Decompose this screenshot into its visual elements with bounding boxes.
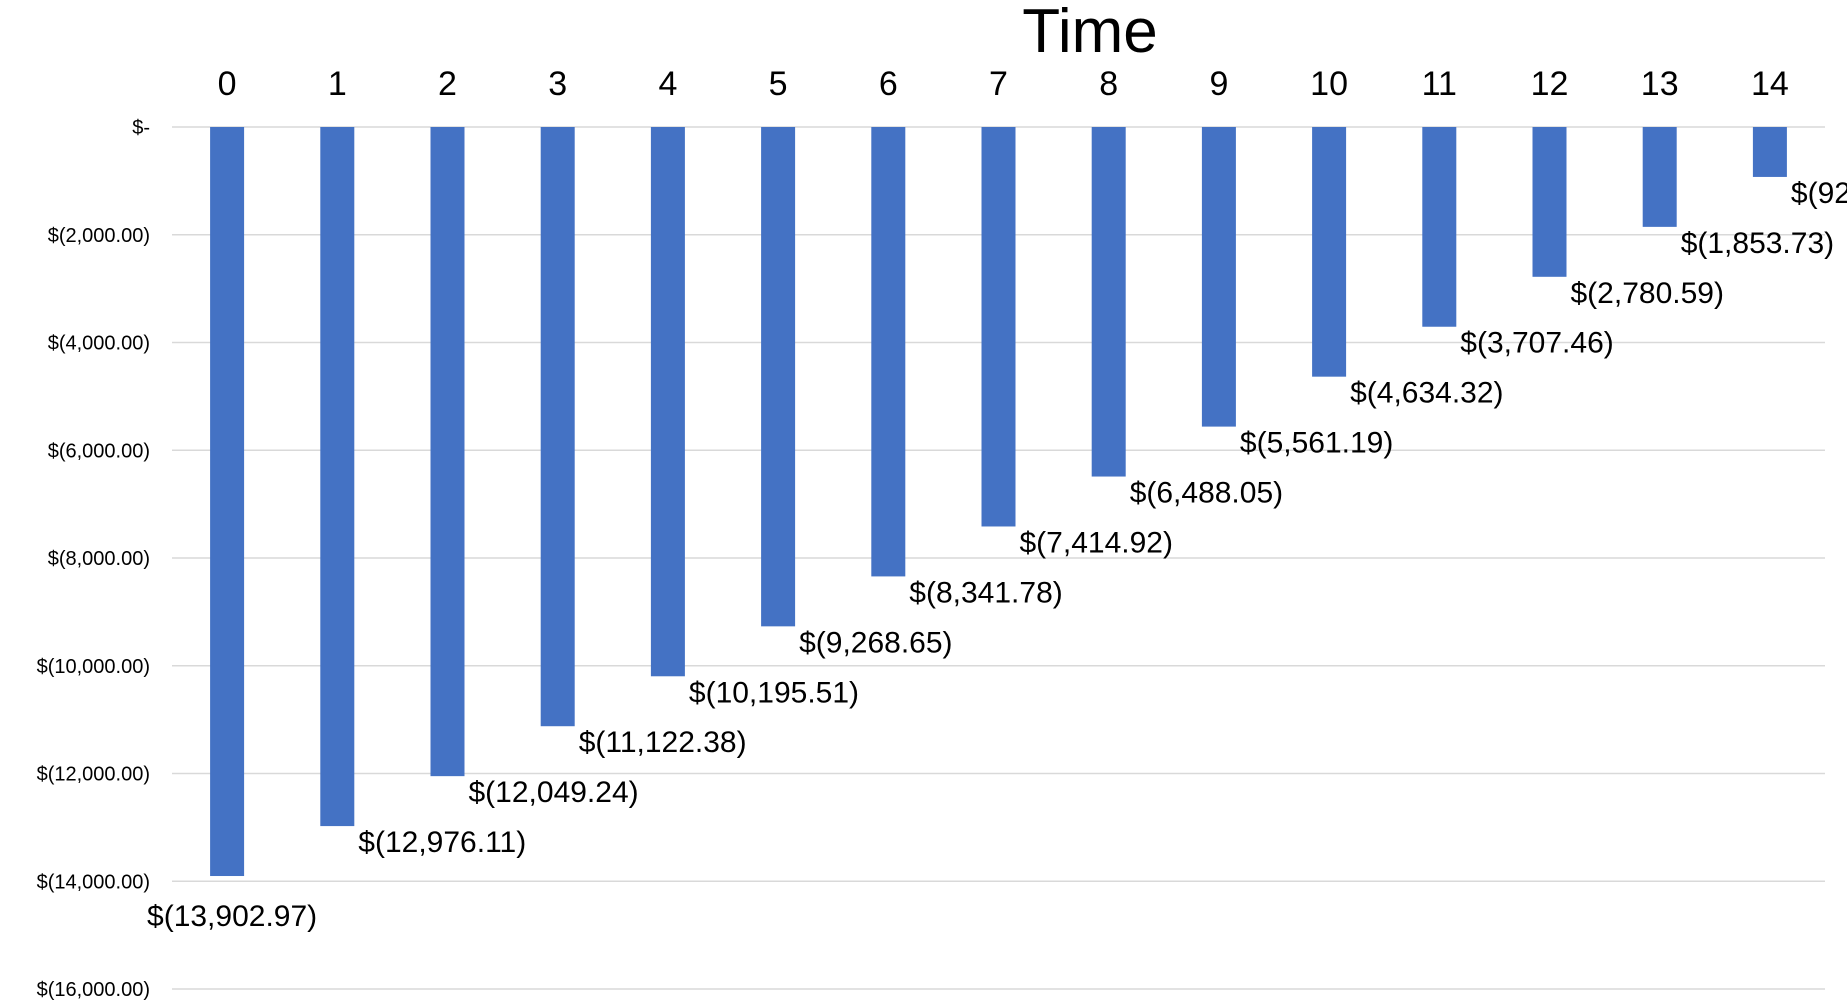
bars: [210, 127, 1787, 877]
y-tick-label: $-: [132, 117, 150, 139]
y-tick-label: $(10,000.00): [37, 656, 150, 678]
bar: [871, 127, 906, 577]
x-category-label: 8: [1099, 65, 1118, 103]
data-label: $(3,707.46): [1460, 327, 1613, 360]
data-label: $(9,268.65): [799, 626, 952, 659]
bar: [1422, 127, 1457, 327]
y-tick-label: $(12,000.00): [37, 764, 150, 786]
bar: [1312, 127, 1347, 377]
data-label: $(6,488.05): [1130, 477, 1283, 510]
bar: [1532, 127, 1567, 277]
bar: [1752, 127, 1787, 177]
x-category-label: 11: [1422, 65, 1457, 103]
bar: [1201, 127, 1236, 427]
data-label: $(13,902.97): [147, 900, 317, 933]
x-category-label: 1: [328, 65, 347, 103]
bar: [430, 127, 465, 777]
x-category-label: 0: [218, 65, 237, 103]
bar: [210, 127, 245, 877]
data-label: $(5,561.19): [1240, 427, 1393, 460]
x-category-label: 13: [1641, 65, 1679, 103]
bar: [1642, 127, 1677, 227]
x-category-label: 5: [769, 65, 788, 103]
data-label: $(2,780.59): [1571, 277, 1724, 310]
x-category-label: 10: [1310, 65, 1348, 103]
bar: [1091, 127, 1126, 477]
y-tick-label: $(16,000.00): [37, 979, 150, 1001]
y-tick-label: $(14,000.00): [37, 871, 150, 893]
x-category-label: 4: [658, 65, 677, 103]
y-tick-label: $(2,000.00): [48, 225, 150, 247]
x-category-label: 6: [879, 65, 898, 103]
data-label: $(12,049.24): [469, 776, 639, 809]
x-category-label: 14: [1751, 65, 1789, 103]
y-tick-label: $(4,000.00): [48, 333, 150, 355]
y-tick-label: $(6,000.00): [48, 440, 150, 462]
y-axis-ticks: $- $(2,000.00) $(4,000.00) $(6,000.00) $(8,0…: [37, 117, 150, 1001]
x-category-label: 12: [1531, 65, 1569, 103]
x-category-label: 2: [438, 65, 457, 103]
category-labels: 0 1 2 3 4 5 6 7 8 9 10 11 12 13 14: [218, 65, 1789, 103]
chart-title: Time: [1022, 0, 1157, 66]
bar: [981, 127, 1016, 527]
x-category-label: 3: [548, 65, 567, 103]
bar: [540, 127, 575, 727]
data-label: $(7,414.92): [1020, 526, 1173, 559]
data-label: $(926.86): [1791, 177, 1847, 210]
y-tick-label: $(8,000.00): [48, 548, 150, 570]
data-label: $(10,195.51): [689, 676, 859, 709]
data-label: $(11,122.38): [579, 726, 747, 759]
data-label: $(8,341.78): [909, 576, 1062, 609]
x-category-label: 9: [1209, 65, 1228, 103]
bar: [650, 127, 685, 677]
bar: [761, 127, 796, 627]
bar: [320, 127, 355, 827]
data-label: $(1,853.73): [1681, 227, 1834, 260]
data-label: $(12,976.11): [358, 826, 526, 859]
data-label: $(4,634.32): [1350, 377, 1503, 410]
x-category-label: 7: [989, 65, 1008, 103]
data-labels: $(13,902.97) $(12,976.11) $(12,049.24) $(11…: [147, 177, 1847, 933]
